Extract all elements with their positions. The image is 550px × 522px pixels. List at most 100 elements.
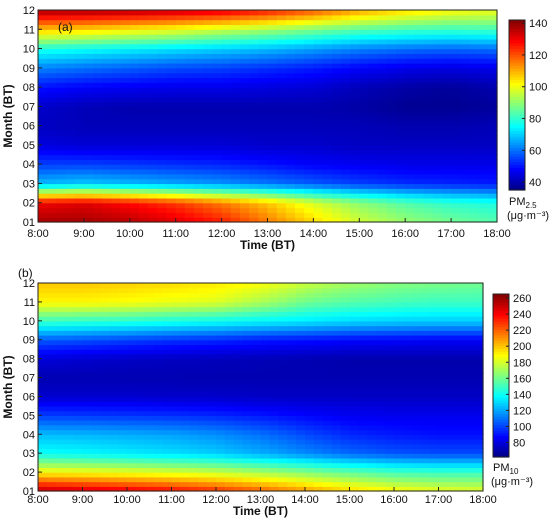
heatmap-cell: [157, 14, 168, 21]
heatmap-cell: [451, 10, 461, 16]
heatmap-cell: [460, 130, 471, 136]
heatmap-cell: [74, 24, 85, 30]
heatmap-cell: [230, 193, 241, 199]
heatmap-cell: [171, 372, 181, 379]
heatmap-cell: [56, 24, 67, 30]
heatmap-cell: [296, 462, 306, 468]
heatmap-cell: [189, 401, 199, 407]
heatmap-cell: [111, 173, 122, 180]
heatmap-cell: [469, 169, 480, 175]
heatmap-cell: [478, 48, 489, 54]
heatmap-cell: [138, 202, 149, 209]
heatmap-cell: [396, 106, 406, 112]
heatmap-cell: [331, 82, 342, 88]
heatmap-cell: [349, 391, 359, 398]
heatmap-cell: [166, 188, 177, 194]
heatmap-cell: [295, 154, 305, 160]
heatmap-cell: [251, 420, 262, 426]
heatmap-cell: [438, 410, 448, 416]
heatmap-cell: [198, 462, 208, 468]
heatmap-cell: [162, 467, 173, 473]
colorbar-segment: [509, 31, 525, 35]
heatmap-cell: [194, 173, 204, 180]
heatmap-cell: [82, 429, 92, 435]
heatmap-cell: [129, 207, 140, 213]
heatmap-cell: [469, 144, 480, 151]
heatmap-cell: [420, 405, 431, 412]
heatmap-cell: [331, 382, 342, 388]
heatmap-cell: [221, 77, 232, 83]
heatmap-cell: [216, 363, 226, 369]
heatmap-cell: [148, 87, 158, 93]
heatmap-cell: [331, 169, 342, 175]
heatmap-cell: [267, 63, 278, 69]
heatmap-cell: [295, 14, 305, 21]
heatmap-cell: [394, 358, 404, 364]
heatmap-cell: [239, 14, 250, 21]
heatmap-cell: [451, 193, 461, 199]
heatmap-cell: [487, 111, 498, 117]
heatmap-cell: [83, 10, 94, 16]
heatmap-cell: [376, 439, 386, 445]
colorbar-tick-label: 100: [529, 82, 547, 94]
heatmap-cell: [184, 217, 195, 223]
heatmap-cell: [203, 154, 214, 160]
colorbar-segment: [493, 435, 509, 439]
heatmap-cell: [359, 77, 370, 83]
heatmap-cell: [166, 159, 177, 165]
heatmap-cell: [359, 58, 370, 64]
heatmap-cell: [162, 401, 173, 407]
heatmap-cell: [55, 415, 66, 421]
heatmap-cell: [460, 72, 471, 79]
heatmap-cell: [465, 316, 475, 322]
heatmap-cell: [38, 325, 48, 331]
heatmap-cell: [230, 144, 241, 151]
heatmap-cell: [460, 67, 471, 74]
heatmap-cell: [276, 19, 287, 26]
heatmap-cell: [287, 358, 297, 364]
heatmap-cell: [111, 197, 122, 204]
heatmap-cell: [340, 457, 351, 464]
heatmap-cell: [269, 439, 279, 445]
heatmap-cell: [56, 169, 67, 175]
heatmap-cell: [224, 325, 235, 331]
heatmap-cell: [47, 82, 57, 88]
heatmap-cell: [423, 116, 434, 122]
heatmap-cell: [402, 439, 413, 445]
heatmap-cell: [367, 363, 377, 369]
heatmap-cell: [260, 467, 270, 473]
heatmap-cell: [251, 486, 262, 492]
heatmap-cell: [138, 29, 149, 35]
heatmap-cell: [216, 377, 226, 383]
heatmap-cell: [224, 396, 235, 402]
heatmap-cell: [287, 405, 297, 412]
heatmap-cell: [331, 173, 342, 180]
heatmap-cell: [56, 82, 67, 88]
heatmap-cell: [233, 301, 244, 308]
heatmap-cell: [267, 38, 278, 45]
heatmap-cell: [73, 429, 84, 435]
colorbar-segment: [493, 318, 509, 322]
heatmap-cell: [322, 212, 333, 218]
heatmap-cell: [385, 387, 395, 393]
heatmap-cell: [414, 19, 425, 26]
heatmap-cell: [224, 405, 235, 412]
colorbar-segment: [493, 421, 509, 425]
heatmap-cell: [47, 173, 57, 180]
heatmap-cell: [216, 467, 226, 473]
heatmap-cell: [438, 448, 448, 454]
heatmap-cell: [340, 144, 351, 151]
heatmap-cell: [93, 63, 103, 69]
heatmap-cell: [385, 377, 395, 383]
heatmap-cell: [396, 154, 406, 160]
heatmap-cell: [46, 396, 57, 402]
heatmap-cell: [38, 197, 48, 204]
heatmap-cell: [203, 111, 214, 117]
heatmap-cell: [46, 462, 57, 468]
heatmap-cell: [102, 48, 113, 54]
heatmap-cell: [189, 330, 199, 336]
heatmap-cell: [278, 372, 288, 379]
heatmap-cell: [322, 358, 333, 364]
heatmap-cell: [376, 292, 386, 298]
heatmap-cell: [394, 311, 404, 317]
